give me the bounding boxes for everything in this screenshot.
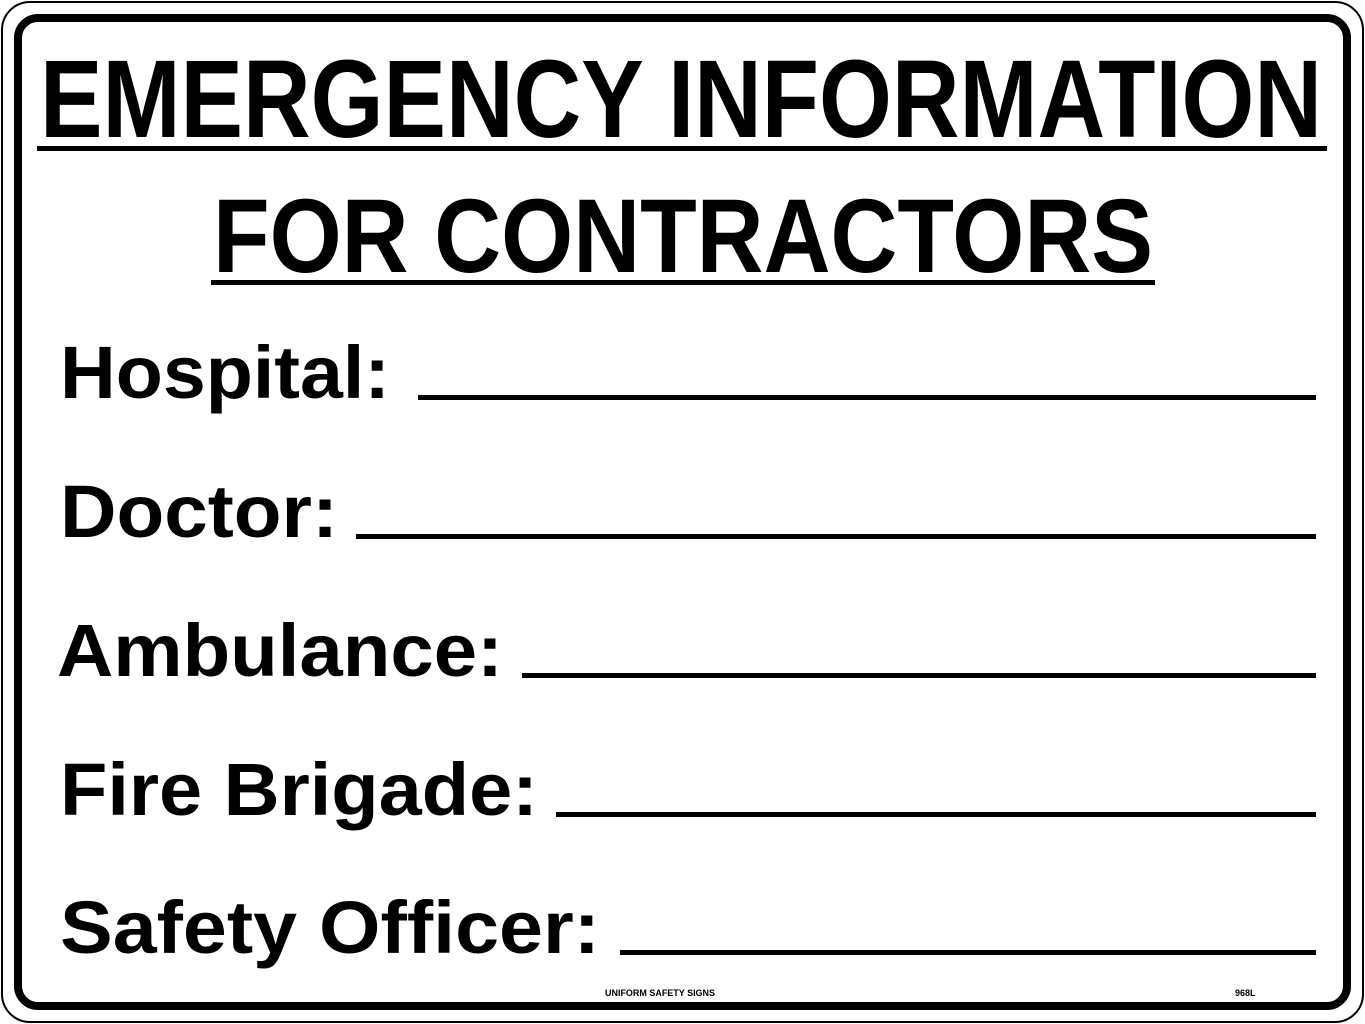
field-doctor: Doctor: — [60, 470, 1316, 553]
field-label: Fire Brigade: — [60, 748, 538, 831]
footer-code: 968L — [1235, 988, 1256, 998]
field-safety-officer: Safety Officer: — [60, 886, 1316, 969]
field-fire-brigade: Fire Brigade: — [60, 748, 1316, 831]
fill-in-line[interactable] — [620, 950, 1316, 955]
field-label: Safety Officer: — [60, 886, 600, 969]
title-underline-1 — [37, 146, 1327, 151]
field-label: Ambulance: — [57, 609, 503, 692]
title-line-2: FOR CONTRACTORS — [213, 178, 1153, 295]
footer-brand: UNIFORM SAFETY SIGNS — [605, 988, 715, 998]
fill-in-line[interactable] — [522, 673, 1316, 678]
field-hospital: Hospital: — [60, 331, 1316, 414]
fill-in-line[interactable] — [418, 395, 1316, 400]
inner-border — [14, 14, 1351, 1010]
title-line-1: EMERGENCY INFORMATION — [40, 38, 1322, 161]
title-underline-2 — [211, 280, 1155, 285]
field-label: Hospital: — [60, 331, 390, 414]
fill-in-line[interactable] — [356, 534, 1316, 539]
fill-in-line[interactable] — [556, 812, 1316, 817]
field-label: Doctor: — [60, 470, 338, 553]
field-ambulance: Ambulance: — [57, 609, 1316, 692]
